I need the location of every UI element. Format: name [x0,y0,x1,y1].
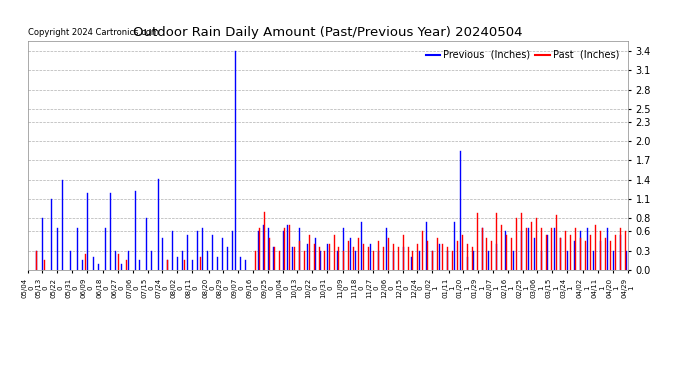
Title: Outdoor Rain Daily Amount (Past/Previous Year) 20240504: Outdoor Rain Daily Amount (Past/Previous… [133,26,522,39]
Legend: Previous  (Inches), Past  (Inches): Previous (Inches), Past (Inches) [422,46,623,64]
Text: Copyright 2024 Cartronics.com: Copyright 2024 Cartronics.com [28,28,159,37]
